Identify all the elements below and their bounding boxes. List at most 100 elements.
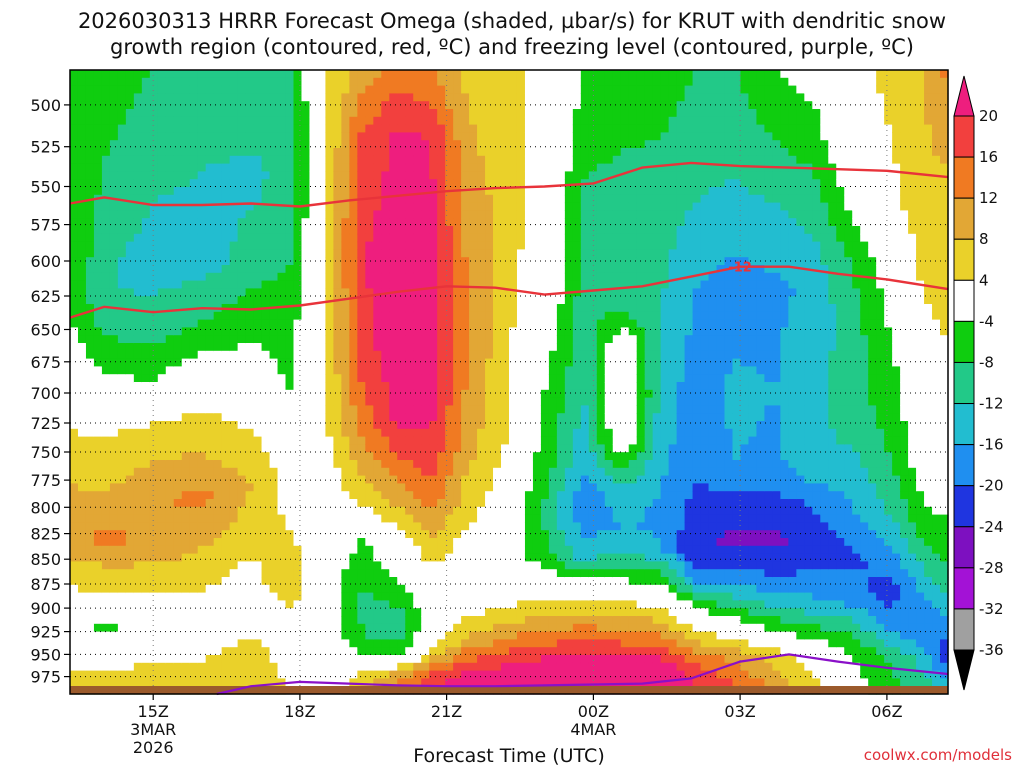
omega-cell [516, 553, 526, 562]
omega-cell [397, 584, 406, 594]
omega-cell [461, 288, 470, 297]
omega-cell [317, 311, 327, 321]
omega-cell [485, 187, 494, 196]
omega-cell [413, 116, 422, 126]
omega-cell [285, 413, 295, 422]
omega-cell [117, 436, 127, 445]
omega-cell [189, 460, 199, 469]
omega-cell [165, 374, 175, 383]
omega-cell [261, 460, 271, 469]
omega-cell [285, 171, 295, 180]
omega-cell [213, 475, 223, 484]
omega-cell [509, 280, 518, 289]
omega-cell [181, 639, 191, 648]
omega-cell [117, 561, 127, 570]
omega-cell [317, 553, 327, 562]
omega-cell [516, 218, 526, 227]
omega-cell [85, 491, 95, 500]
omega-cell [261, 506, 271, 516]
omega-cell [181, 678, 191, 687]
omega-cell [309, 265, 319, 274]
omega-cell [85, 639, 95, 648]
omega-cell [317, 506, 327, 516]
omega-cell [357, 616, 366, 625]
omega-cell [117, 202, 127, 211]
omega-cell [253, 163, 263, 172]
omega-cell [485, 93, 494, 102]
omega-cell [197, 226, 207, 235]
omega-cell [277, 467, 287, 477]
omega-cell [109, 343, 119, 352]
omega-cell [516, 639, 526, 648]
omega-cell [117, 210, 127, 219]
omega-cell [540, 343, 550, 352]
omega-cell [357, 475, 366, 484]
omega-cell [141, 389, 151, 399]
omega-cell [445, 327, 454, 336]
omega-cell [373, 202, 382, 211]
omega-cell [413, 389, 422, 399]
omega-cell [117, 358, 127, 367]
omega-cell [189, 358, 199, 367]
omega-cell [189, 319, 199, 328]
omega-cell [477, 132, 486, 141]
omega-cell [453, 592, 462, 601]
omega-cell [165, 202, 175, 211]
omega-cell [532, 77, 542, 87]
omega-cell [245, 452, 255, 461]
omega-cell [381, 522, 390, 531]
omega-cell [469, 506, 478, 516]
omega-cell [429, 132, 438, 141]
omega-cell [101, 584, 111, 594]
omega-cell [157, 491, 167, 500]
omega-cell [189, 561, 199, 570]
omega-cell [293, 553, 303, 562]
omega-cell [524, 623, 534, 633]
omega-cell [93, 70, 103, 79]
omega-cell [405, 522, 414, 531]
omega-cell [373, 569, 382, 578]
omega-cell [461, 623, 470, 633]
omega-cell [429, 530, 438, 539]
omega-cell [109, 444, 119, 453]
omega-cell [109, 140, 119, 149]
omega-cell [365, 93, 374, 102]
omega-cell [237, 452, 247, 461]
omega-cell [349, 389, 358, 399]
omega-cell [277, 241, 287, 250]
omega-cell [333, 514, 342, 523]
omega-cell [93, 116, 103, 126]
omega-cell [373, 116, 382, 126]
omega-cell [453, 538, 462, 547]
omega-cell [325, 600, 334, 609]
omega-cell [357, 327, 366, 336]
omega-cell [556, 77, 566, 87]
omega-cell [556, 670, 566, 679]
omega-cell [237, 124, 247, 133]
omega-cell [77, 70, 87, 79]
omega-cell [501, 109, 510, 118]
omega-cell [77, 304, 87, 313]
omega-cell [357, 389, 366, 399]
omega-cell [509, 522, 518, 531]
omega-cell [373, 397, 382, 406]
omega-cell [253, 553, 263, 562]
omega-cell [540, 155, 550, 165]
omega-cell [141, 616, 151, 625]
omega-cell [437, 257, 446, 266]
omega-cell [221, 413, 231, 422]
omega-cell [477, 140, 486, 149]
omega-cell [181, 522, 191, 531]
omega-cell [181, 436, 191, 445]
omega-cell [117, 327, 127, 336]
omega-cell [333, 241, 342, 250]
omega-cell [429, 491, 438, 500]
omega-cell [532, 577, 542, 586]
omega-cell [516, 319, 526, 328]
omega-cell [301, 483, 311, 492]
omega-cell [437, 553, 446, 562]
omega-cell [501, 124, 510, 133]
omega-cell [101, 569, 111, 578]
omega-cell [532, 452, 542, 461]
omega-cell [389, 70, 398, 79]
